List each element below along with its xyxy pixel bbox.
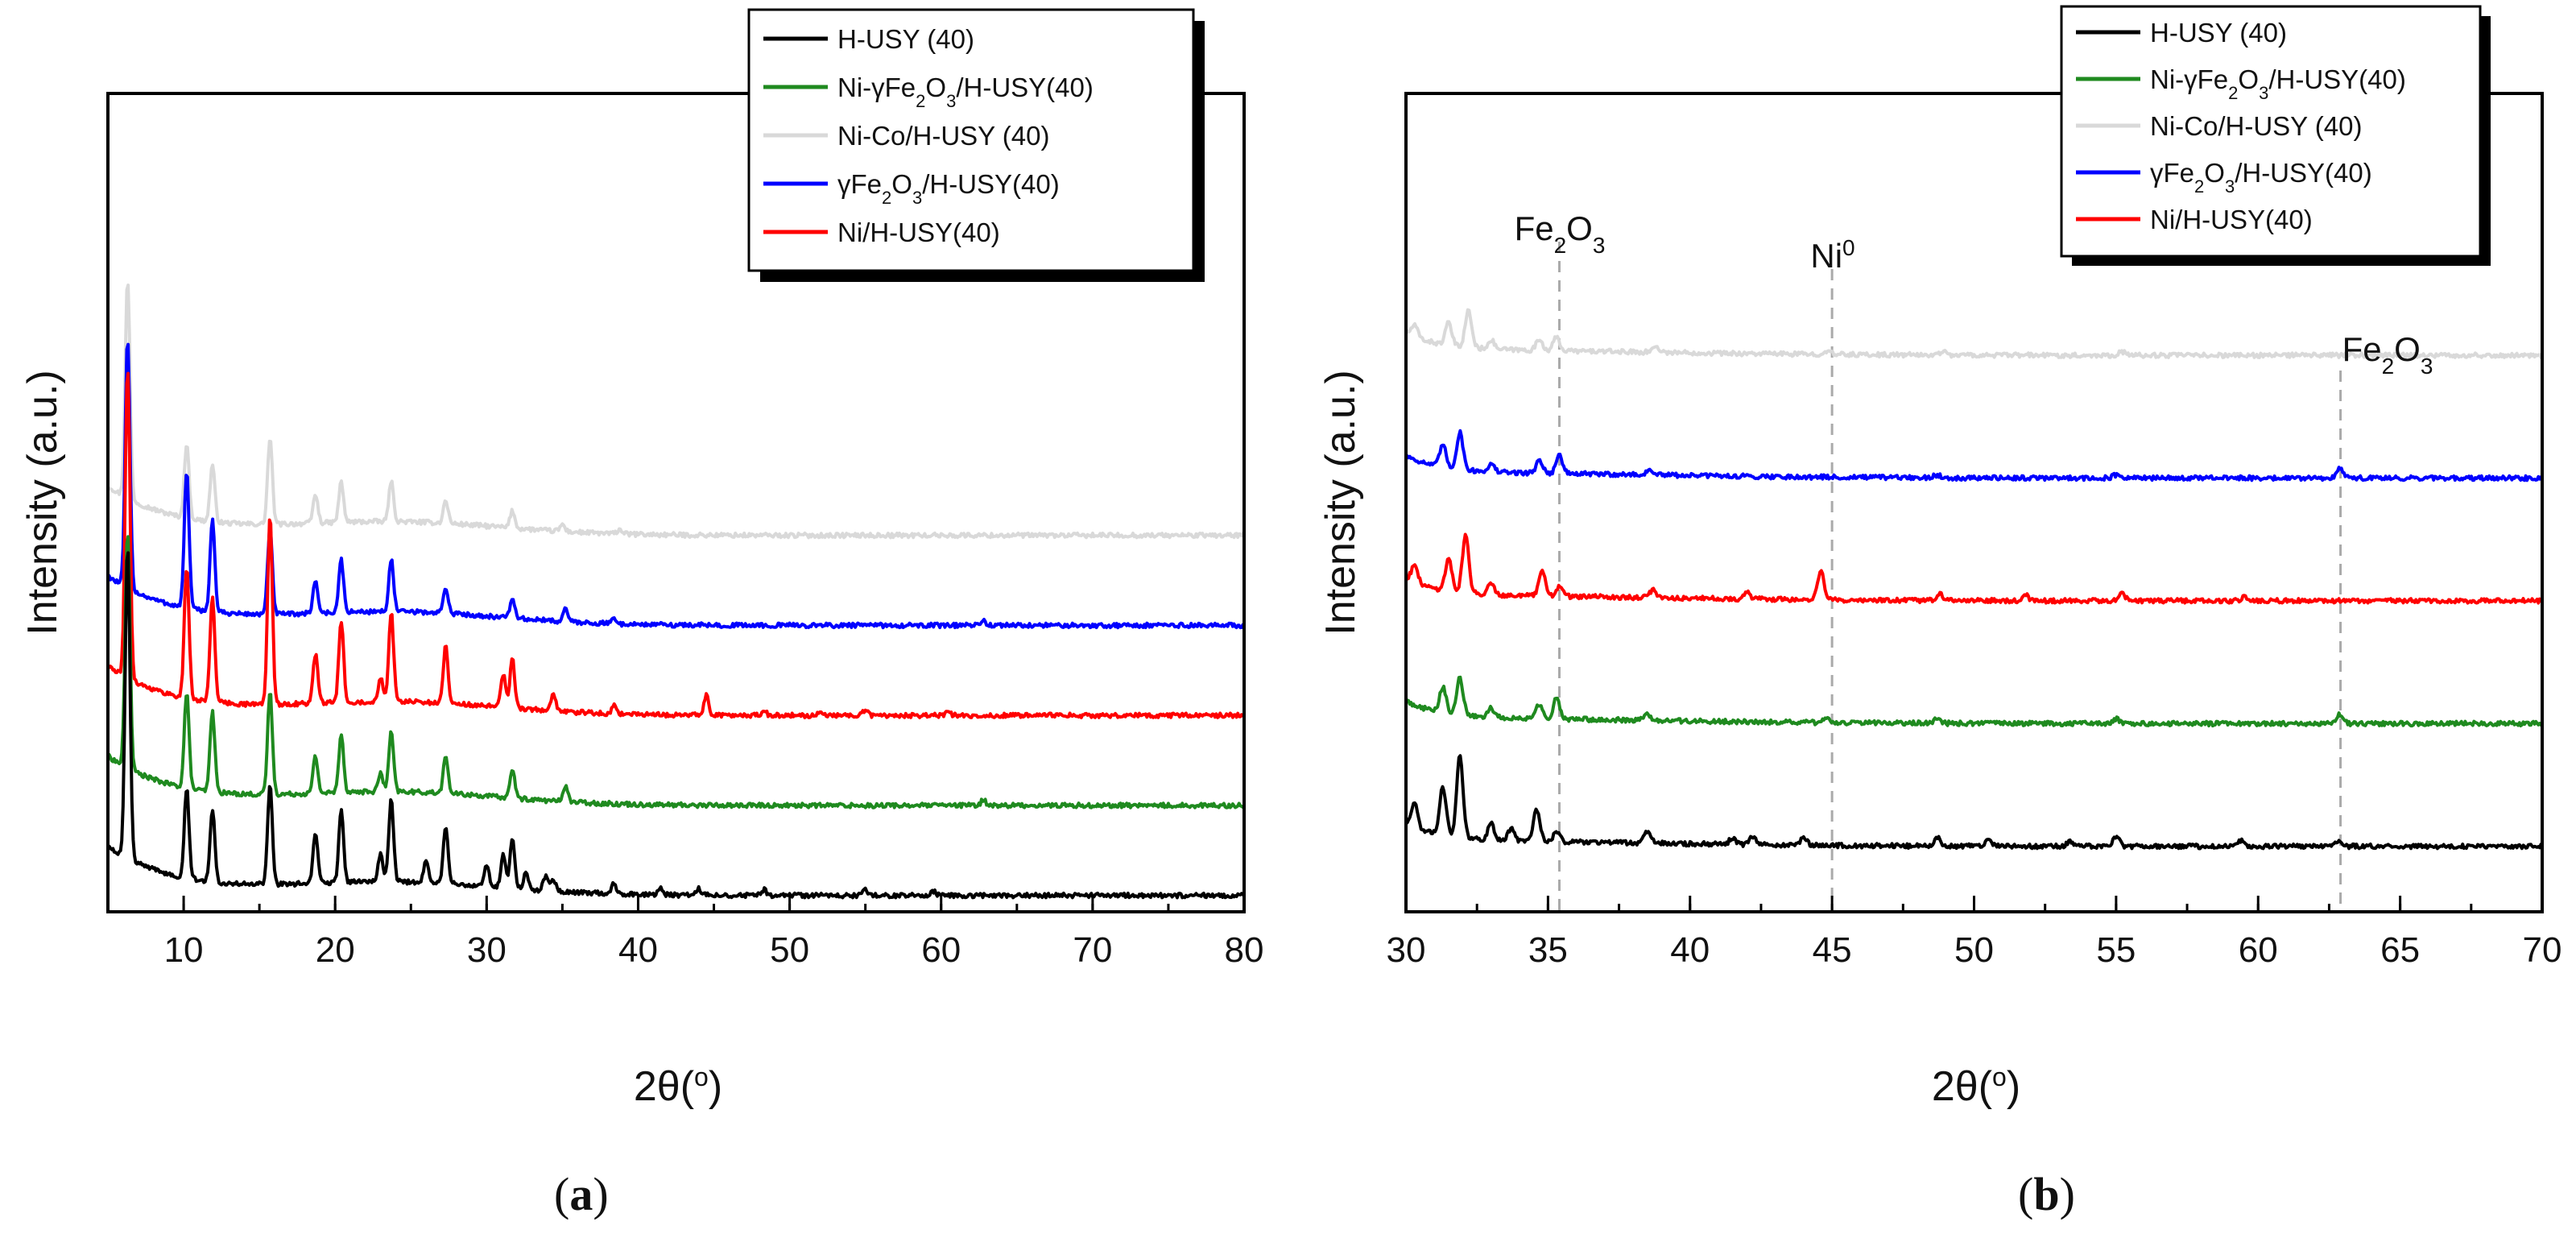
panel-b: 30 35 40 45 50 55 60 65 70 Fe2O3 Ni0 Fe2O3 H-USY… [1317,5,2562,1220]
x-tick-label: 40 [1670,930,1710,970]
panel-b-legend: H-USY (40) Ni-γFe2O3/H-USY(40) Ni-Co/H-U… [2060,5,2491,266]
panel-b-annotation-fe2o3-right: Fe2O3 [2342,330,2433,379]
x-tick-label: 20 [316,930,355,970]
panel-a: 10 20 30 40 50 60 70 80 H-USY (40) Ni-γFe2O3/H-… [19,8,1264,1220]
x-tick-label: 50 [1954,930,1994,970]
panel-a-x-axis-title: 2θ(o) [634,1062,722,1110]
panel-b-caption: (b) [2018,1168,2075,1220]
series-line-ni-h-usy-40- [108,371,1244,719]
panel-b-legend-swatches [2076,30,2140,222]
x-tick-label: 45 [1813,930,1852,970]
x-tick-label: 30 [467,930,507,970]
panel-b-annotation-ni0: Ni0 [1810,235,1854,275]
series-line-ni-co-h-usy-40- [1406,308,2542,359]
x-tick-label: 70 [1073,930,1112,970]
panel-a-plot-frame [106,92,1246,913]
series-line--fe2o3-h-usy-40- [108,342,1244,630]
panel-b-annotation-lines [1557,242,2342,912]
series-line--fe2o3-h-usy-40- [1406,429,2542,482]
x-tick-label: 70 [2523,930,2562,970]
x-tick-label: 80 [1225,930,1264,970]
panel-b-legend-entry-5: Ni/H-USY(40) [2150,205,2313,234]
panel-b-series [1406,308,2542,851]
panel-a-legend-entry-1: H-USY (40) [837,24,974,54]
panel-b-x-ticks: 30 35 40 45 50 55 60 65 70 [1387,896,2562,970]
panel-a-x-ticks: 10 20 30 40 50 60 70 80 [106,896,1264,970]
panel-b-x-axis-title: 2θ(o) [1932,1062,2020,1110]
panel-b-y-axis-title: Intensity (a.u.) [1317,370,1364,635]
x-tick-label: 55 [2096,930,2136,970]
panel-a-legend-entry-5: Ni/H-USY(40) [837,217,1000,247]
panel-a-legend-entry-3: Ni-Co/H-USY (40) [837,121,1049,151]
series-line-h-usy-40- [108,551,1244,900]
series-line-ni-h-usy-40- [1406,532,2542,605]
x-tick-label: 40 [618,930,658,970]
x-tick-label: 10 [164,930,204,970]
x-tick-label: 30 [1387,930,1426,970]
panel-b-legend-box [2060,5,2482,258]
panel-a-legend: H-USY (40) Ni-γFe2O3/H-USY(40) Ni-Co/H-U… [747,8,1205,282]
x-tick-label: 60 [921,930,961,970]
x-tick-label: 60 [2239,930,2278,970]
series-line-h-usy-40- [1406,754,2542,851]
panel-a-y-axis-title: Intensity (a.u.) [19,370,66,635]
series-line-ni-co-h-usy-40- [108,284,1244,540]
x-tick-label: 50 [770,930,809,970]
panel-a-legend-box [747,8,1195,272]
panel-a-caption: (a) [554,1168,609,1220]
panel-a-legend-swatches [763,36,828,234]
x-tick-label: 35 [1528,930,1568,970]
panel-b-annotation-fe2o3-left: Fe2O3 [1515,209,1606,258]
series-line-ni-fe2o3-h-usy-40- [108,535,1244,810]
x-tick-label: 65 [2380,930,2420,970]
series-line-ni-fe2o3-h-usy-40- [1406,675,2542,728]
panel-b-legend-entry-3: Ni-Co/H-USY (40) [2150,111,2362,141]
panel-b-legend-entry-1: H-USY (40) [2150,18,2287,48]
panel-a-series [108,284,1244,900]
